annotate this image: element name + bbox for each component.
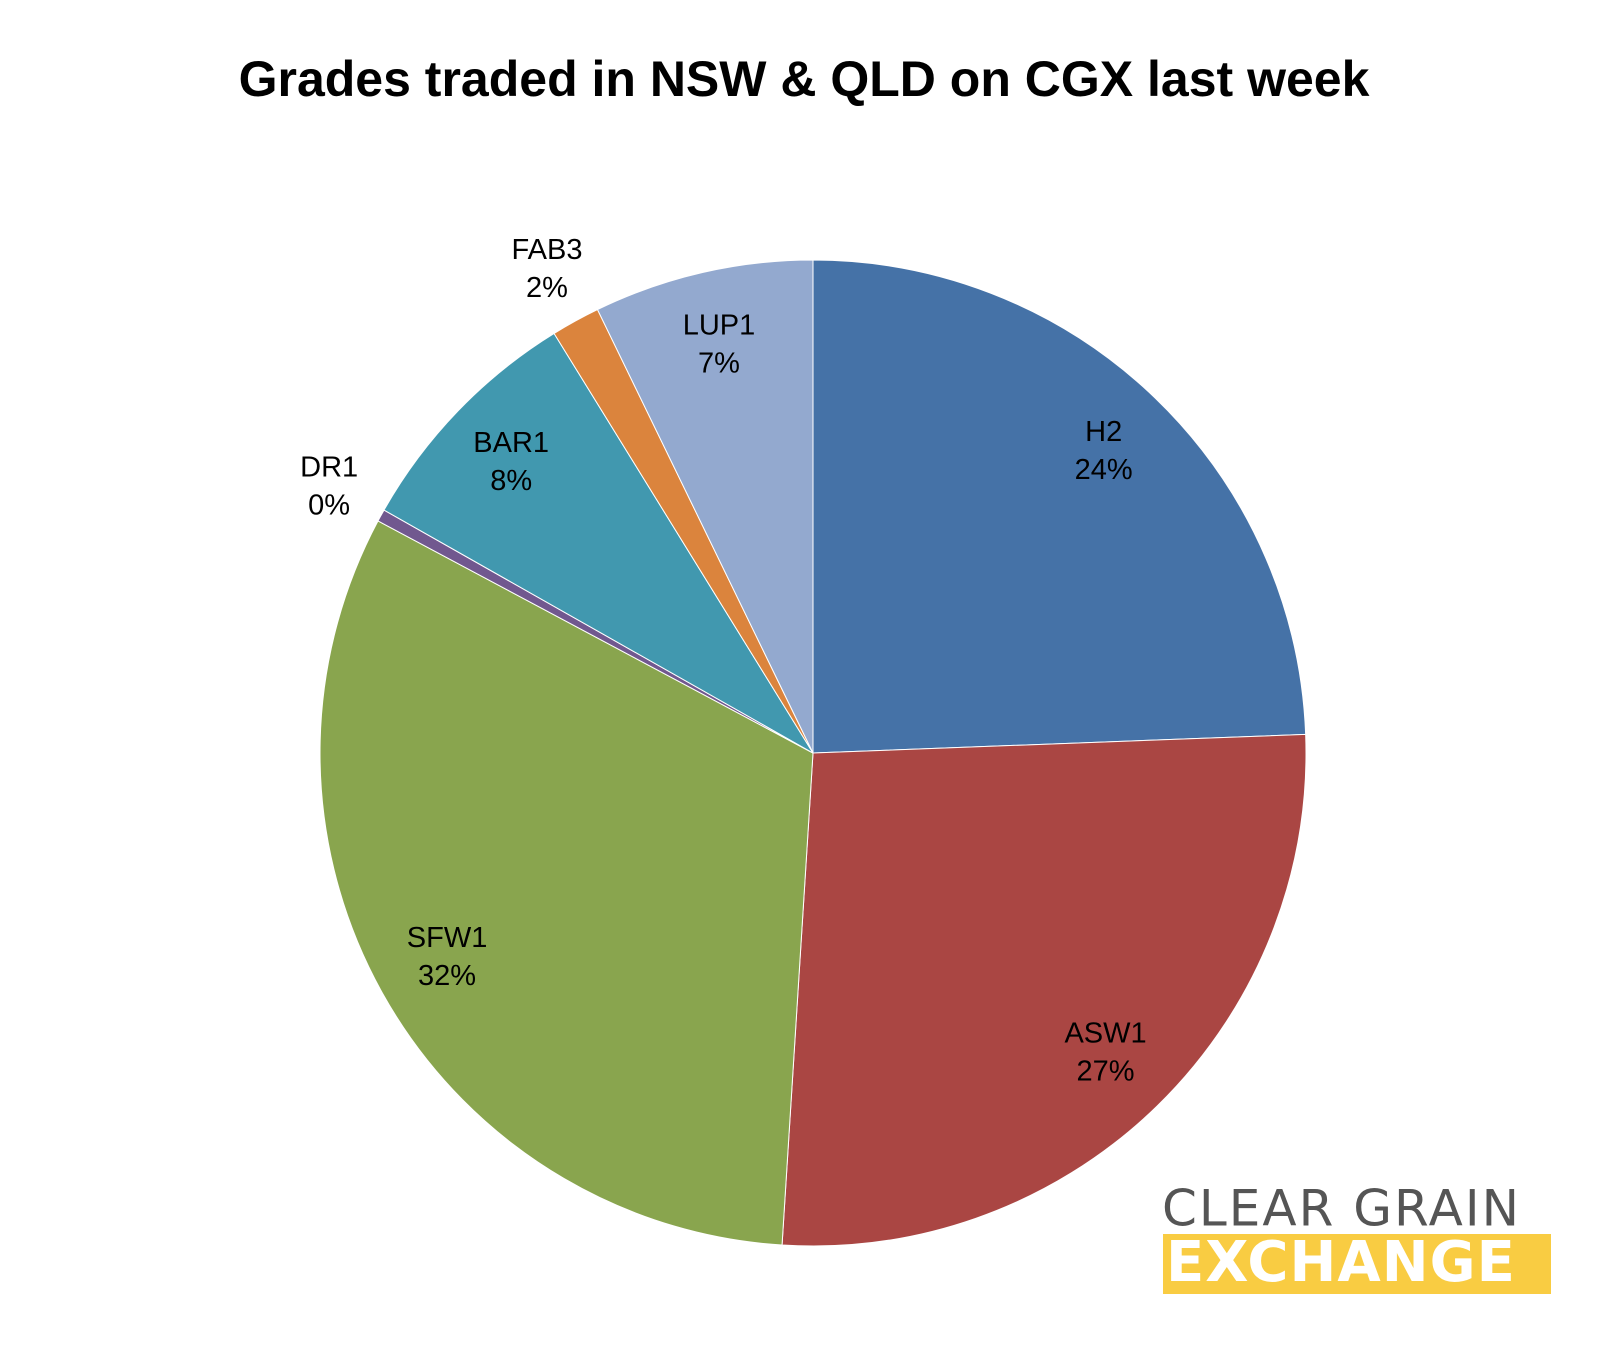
- slice-label-value: 8%: [490, 465, 532, 497]
- logo-line2: EXCHANGE: [1166, 1230, 1516, 1295]
- slice-label-value: 2%: [526, 272, 568, 304]
- slice-label-value: 32%: [418, 960, 476, 992]
- slice-label-name: ASW1: [1064, 1018, 1146, 1050]
- slice-label-value: 27%: [1077, 1056, 1135, 1088]
- slice-label-name: FAB3: [512, 234, 583, 266]
- pie-slice: [319, 520, 814, 1246]
- pie-slice: [812, 259, 1307, 754]
- logo: CLEAR GRAIN EXCHANGE: [1162, 1180, 1551, 1295]
- slice-label-value: 0%: [308, 490, 350, 522]
- slice-label-value: 24%: [1075, 454, 1133, 486]
- slice-label-name: SFW1: [407, 922, 488, 954]
- slice-label-value: 7%: [698, 347, 740, 379]
- pie-slice: [383, 332, 814, 754]
- logo-line1: CLEAR GRAIN: [1162, 1180, 1521, 1238]
- chart-title: Grades traded in NSW & QLD on CGX last w…: [239, 51, 1370, 107]
- slice-label-name: BAR1: [473, 427, 549, 459]
- slice-label-name: H2: [1085, 416, 1122, 448]
- slice-label-name: LUP1: [683, 309, 756, 341]
- pie-slice: [781, 733, 1307, 1247]
- pie-slice: [596, 259, 814, 754]
- logo-band: [1163, 1234, 1551, 1294]
- slice-label-name: DR1: [300, 452, 358, 484]
